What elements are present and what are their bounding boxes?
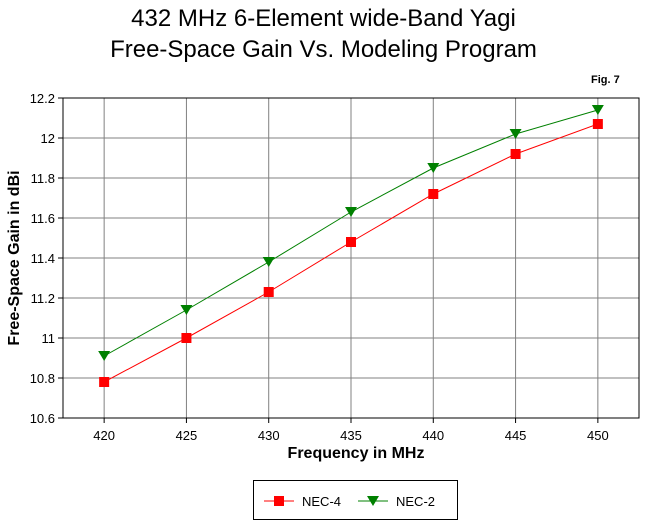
legend: NEC-4 NEC-2 xyxy=(253,480,458,520)
y-tick-label: 11.6 xyxy=(31,211,55,226)
data-point xyxy=(99,377,110,387)
legend-svg: NEC-4 NEC-2 xyxy=(264,494,435,509)
legend-item: NEC-4 xyxy=(264,494,341,509)
legend-marker xyxy=(274,496,284,506)
data-point xyxy=(510,149,521,159)
series-nec-4 xyxy=(99,119,603,387)
gridlines xyxy=(63,97,639,419)
y-tick-label: 12.2 xyxy=(30,91,55,106)
data-point xyxy=(592,119,603,129)
data-point xyxy=(263,287,274,297)
data-point xyxy=(345,207,357,217)
x-axis-label: Frequency in MHz xyxy=(288,445,425,462)
data-point xyxy=(428,189,439,199)
series-nec-2 xyxy=(98,105,604,361)
y-tick-label: 11.2 xyxy=(31,291,55,306)
legend-marker xyxy=(367,496,379,506)
data-point xyxy=(98,351,111,361)
data-point xyxy=(262,257,275,267)
y-axis-label: Free-Space Gain in dBi xyxy=(6,170,23,345)
x-tick-label: 435 xyxy=(340,428,362,443)
data-point xyxy=(509,129,522,139)
x-tick-label: 450 xyxy=(587,428,609,443)
legend-item: NEC-2 xyxy=(358,494,435,509)
y-tick-label: 12 xyxy=(41,131,55,146)
figure-label: Fig. 7 xyxy=(591,74,620,86)
data-point xyxy=(180,305,193,315)
y-tick-label: 10.6 xyxy=(30,411,55,426)
y-tick-label: 11.8 xyxy=(31,171,55,186)
series-group xyxy=(98,105,604,387)
data-point xyxy=(591,105,604,115)
axis-ticks: 10.6 10.8 11 11.2 11.4 11.6 11.8 12 12.2 420 425 43… xyxy=(30,91,609,443)
x-tick-label: 445 xyxy=(505,428,527,443)
y-tick-label: 10.8 xyxy=(30,371,55,386)
data-point xyxy=(346,237,356,247)
chart-title: 432 MHz 6-Element wide-Band Yagi xyxy=(131,5,516,32)
y-tick-label: 11 xyxy=(42,331,56,346)
data-point xyxy=(181,333,192,343)
x-tick-label: 430 xyxy=(258,428,280,443)
x-tick-label: 420 xyxy=(93,428,115,443)
data-point xyxy=(427,163,440,173)
x-tick-label: 425 xyxy=(176,428,198,443)
legend-label: NEC-2 xyxy=(396,494,435,509)
x-tick-label: 440 xyxy=(422,428,444,443)
legend-label: NEC-4 xyxy=(302,494,341,509)
y-tick-label: 11.4 xyxy=(31,251,55,266)
chart-subtitle: Free-Space Gain Vs. Modeling Program xyxy=(110,36,537,63)
